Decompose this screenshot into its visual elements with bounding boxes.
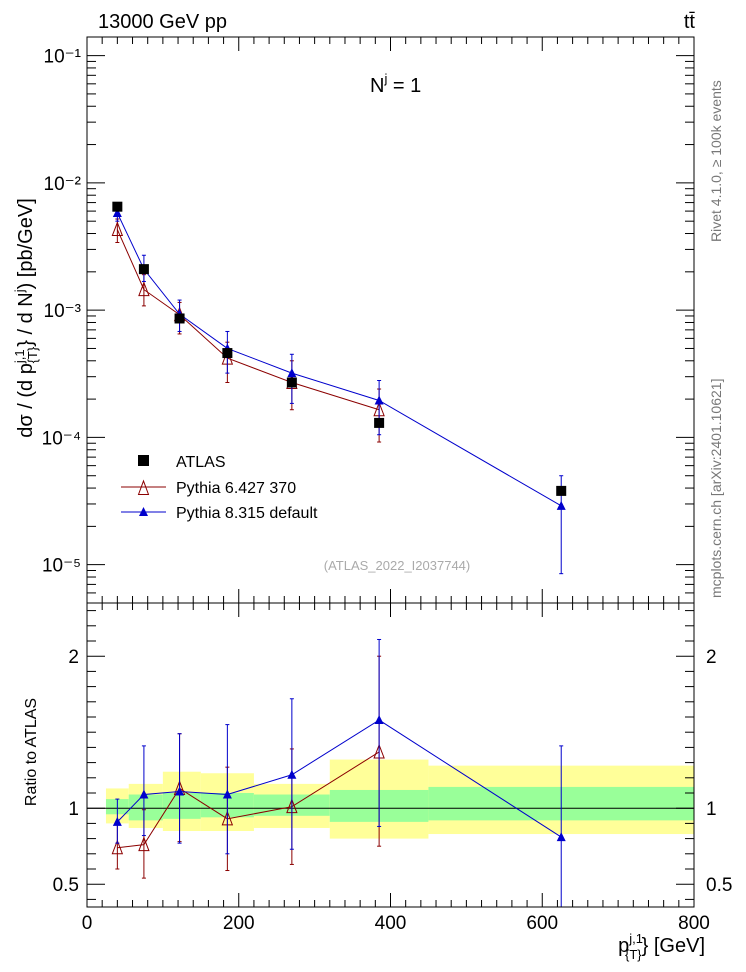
x-axis-title: pj,1 {T}} [GeV] [618,931,705,962]
main-y-tick-label: 10⁻⁵ [42,556,81,577]
main-atlas-point [112,201,123,212]
ratio-pythia8-point [287,769,297,779]
main-y-axis-title: dσ / (d pj,1{T}} / d Nj) [pb/GeV] [12,198,40,438]
ratio-pythia8-point [374,715,384,725]
legend-pythia8-label: Pythia 8.315 default [176,505,318,522]
main-pythia8-point [556,500,566,510]
main-atlas-point [556,485,567,496]
ratio-y-tick-label-right: 1 [706,799,717,820]
main-pythia8-point [374,395,384,405]
process-label: tt̄ [684,11,696,33]
main-atlas-point [222,348,233,359]
ratio-pythia8-point [175,786,185,796]
legend-atlas-marker [138,455,149,466]
ratio-series [111,638,566,908]
ratio-pythia6-point [138,836,150,852]
main-pythia8-point [112,207,122,217]
ratio-y-tick-label-right: 2 [706,647,717,668]
legend-pythia6-label: Pythia 6.427 370 [176,480,296,497]
ratio-pythia8-point [222,789,232,799]
legend-atlas-label: ATLAS [176,454,226,471]
energy-label: 13000 GeV pp [98,11,227,33]
ratio-uncertainty-bands [87,759,694,839]
main-pythia6-point [138,281,150,297]
ratio-plot-frame [86,602,695,908]
panel-label: Nj = 1 [370,71,421,97]
ratio-pythia8-point [112,816,122,826]
band-inner-1 [128,794,163,821]
legend-pythia6-marker [137,479,150,495]
legend: ATLAS Pythia 6.427 370 Pythia 8.315 defa… [121,454,318,522]
rivet-version-label: Rivet 4.1.0, ≥ 100k events [708,80,724,242]
main-y-tick-label: 10⁻² [44,174,82,195]
ratio-y-axis-title: Ratio to ATLAS [23,698,40,806]
ratio-y-tick-label: 2 [68,647,79,668]
x-tick-label: 800 [678,913,710,934]
analysis-id: (ATLAS_2022_I2037744) [324,558,470,573]
main-pythia6-point [111,221,124,237]
ratio-pythia6-point [111,839,124,855]
band-inner-2 [162,793,201,819]
x-tick-label: 600 [526,913,558,934]
main-y-tick-label: 10⁻³ [44,301,82,322]
main-series [111,201,567,575]
x-tick-label: 200 [223,913,255,934]
mcplots-source-label: mcplots.cern.ch [arXiv:2401.10621] [708,379,724,598]
ratio-pythia8-point [139,789,149,799]
main-atlas-point [374,417,385,428]
ratio-axis-ticks: 0.5 0.5 1 1 2 2 0 200 400 600 800 [53,603,732,934]
main-pythia6-line [116,229,380,411]
ratio-y-tick-label: 1 [68,799,79,820]
main-y-tick-label: 10⁻⁴ [42,428,81,449]
ratio-pythia6-line [117,751,380,849]
x-tick-label: 400 [375,913,407,934]
main-atlas-point [174,313,185,324]
main-axis-ticks: 10⁻⁵ 10⁻⁴ 10⁻³ 10⁻² 10⁻¹ [42,37,695,603]
main-atlas-point [138,264,149,275]
ratio-y-tick-label: 0.5 [53,875,79,896]
x-tick-label: 0 [82,913,93,934]
legend-pythia8-marker [139,507,148,516]
main-atlas-point [286,377,297,388]
ratio-y-tick-label-right: 0.5 [706,875,732,896]
ratio-pythia8-point [556,832,566,842]
main-pythia8-point [287,368,297,378]
main-y-tick-label: 10⁻¹ [44,47,82,68]
